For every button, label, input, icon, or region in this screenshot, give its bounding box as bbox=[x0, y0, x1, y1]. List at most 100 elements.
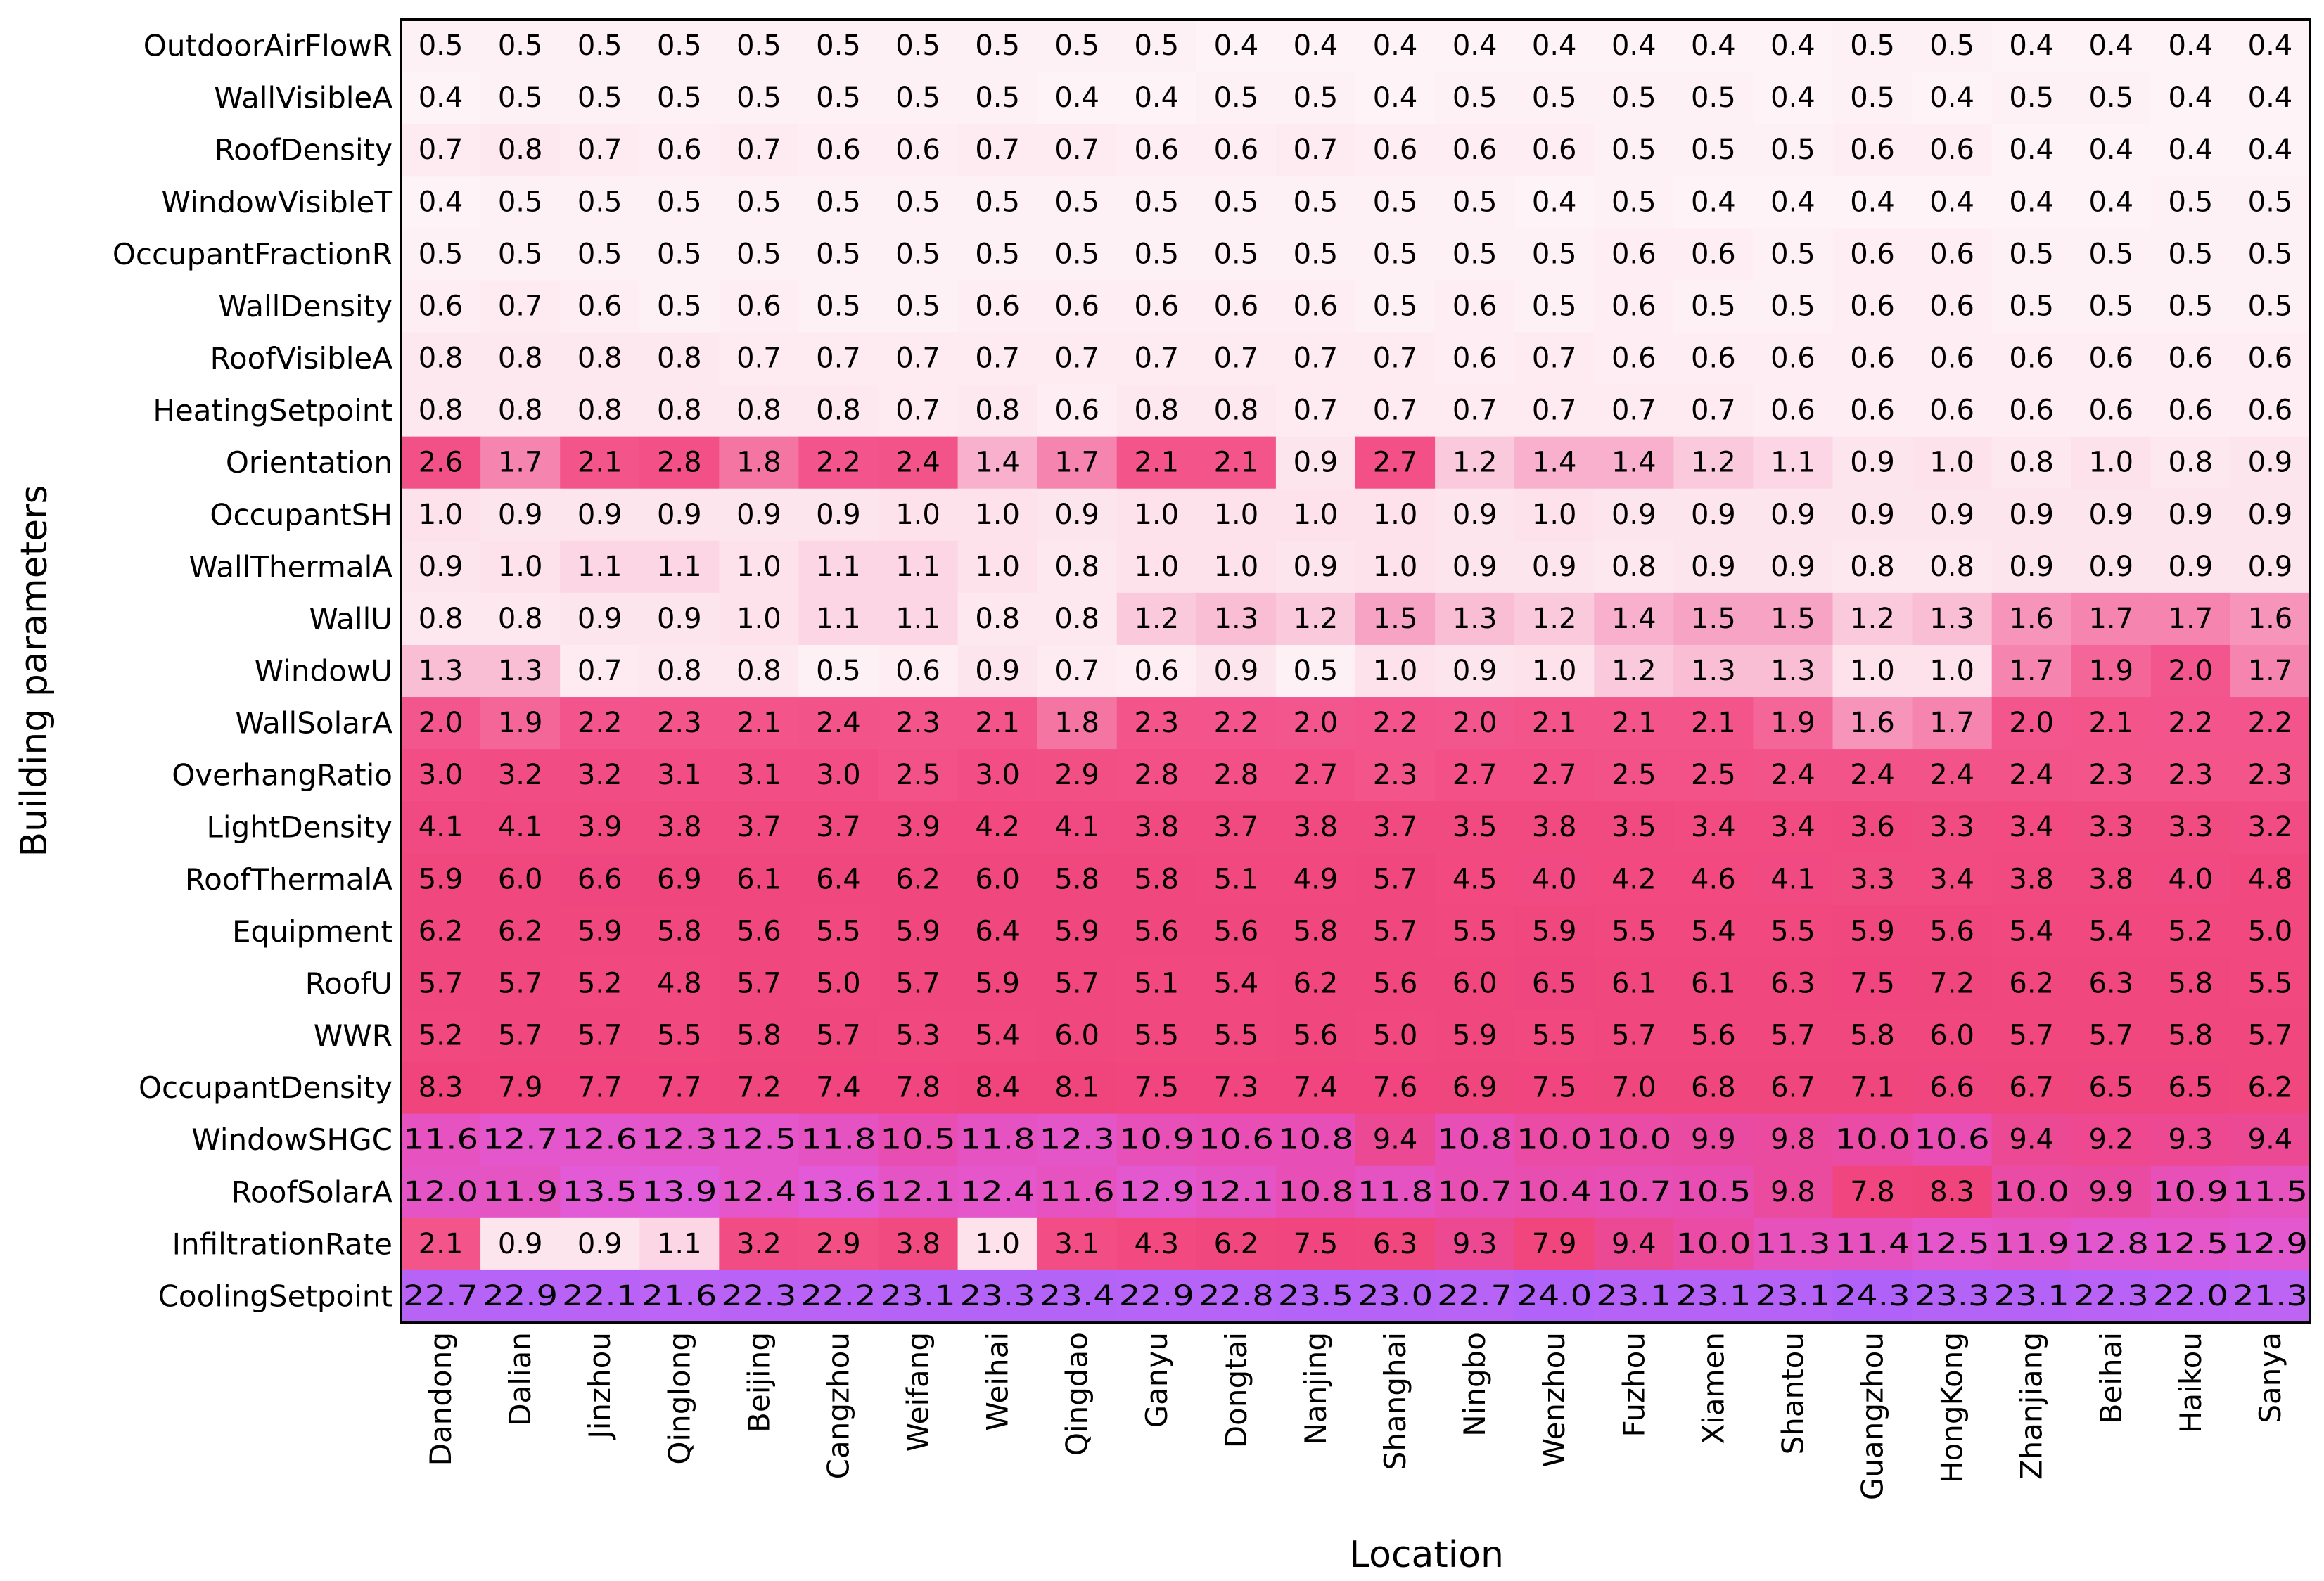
column-label: Haikou bbox=[2173, 1332, 2208, 1433]
cell-value-label: 0.5 bbox=[1452, 238, 1498, 270]
cell-value-label: 1.4 bbox=[1611, 447, 1656, 479]
heatmap-cell bbox=[639, 20, 720, 72]
heatmap-cell bbox=[1594, 124, 1674, 177]
cell-value-label: 2.1 bbox=[2088, 707, 2133, 739]
heatmap-cell bbox=[1275, 1269, 1356, 1323]
cell-value-label: 0.8 bbox=[816, 395, 861, 427]
heatmap-cell bbox=[1673, 801, 1754, 854]
heatmap-cell bbox=[1594, 1165, 1674, 1219]
heatmap-cell bbox=[2230, 1113, 2311, 1167]
heatmap-cell bbox=[1116, 124, 1197, 177]
heatmap-cell bbox=[1673, 592, 1754, 646]
heatmap-cell bbox=[1753, 1269, 1834, 1323]
cell-value-label: 2.3 bbox=[1134, 707, 1179, 739]
heatmap-cell bbox=[1435, 853, 1515, 906]
heatmap-cell bbox=[798, 20, 879, 72]
cell-value-label: 1.2 bbox=[1850, 603, 1895, 635]
cell-value-label: 0.4 bbox=[1611, 30, 1656, 62]
cell-value-label: 5.9 bbox=[895, 915, 940, 947]
cell-value-label: 0.5 bbox=[1691, 290, 1736, 322]
cell-value-label: 0.5 bbox=[2088, 290, 2133, 322]
heatmap-cell bbox=[1832, 853, 1913, 906]
heatmap-cell bbox=[878, 697, 959, 750]
cell-value-label: 0.6 bbox=[816, 134, 861, 166]
cell-value-label: 10.0 bbox=[1596, 1124, 1671, 1156]
cell-value-label: 0.4 bbox=[2248, 134, 2293, 166]
cell-value-label: 0.4 bbox=[2088, 134, 2133, 166]
heatmap-cell bbox=[1355, 332, 1436, 385]
cell-value-label: 1.5 bbox=[1691, 603, 1736, 635]
heatmap-cell bbox=[1037, 332, 1118, 385]
cell-value-label: 5.8 bbox=[736, 1020, 781, 1052]
row-label: OccupantFractionR bbox=[113, 237, 392, 271]
cell-value-label: 0.8 bbox=[1054, 603, 1099, 635]
heatmap-cell bbox=[2230, 749, 2311, 802]
column-label: Dongtai bbox=[1219, 1332, 1253, 1448]
heatmap-cell bbox=[1275, 644, 1356, 698]
heatmap-cell bbox=[1037, 124, 1118, 177]
heatmap-cell bbox=[1912, 1165, 1993, 1219]
cell-value-label: 0.5 bbox=[1214, 186, 1259, 218]
column-label: Beihai bbox=[2094, 1332, 2128, 1423]
heatmap-cell bbox=[798, 1217, 879, 1271]
heatmap-cell bbox=[1912, 853, 1993, 906]
heatmap-cell bbox=[2230, 1217, 2311, 1271]
cell-value-label: 6.6 bbox=[1929, 1072, 1974, 1104]
heatmap-cell bbox=[1037, 905, 1118, 959]
heatmap-cell bbox=[480, 957, 561, 1011]
cell-value-label: 3.6 bbox=[1850, 811, 1895, 843]
cell-value-label: 5.7 bbox=[2248, 1020, 2293, 1052]
heatmap-cell bbox=[639, 228, 720, 281]
cell-value-label: 0.6 bbox=[2169, 343, 2214, 375]
heatmap-cell bbox=[401, 72, 481, 124]
heatmap-cell bbox=[1196, 749, 1277, 802]
cell-value-label: 0.8 bbox=[975, 395, 1020, 427]
cell-value-label: 0.4 bbox=[1929, 186, 1974, 218]
cell-value-label: 0.5 bbox=[736, 238, 781, 270]
cell-value-label: 0.5 bbox=[1054, 238, 1099, 270]
cell-value-label: 0.5 bbox=[2169, 186, 2214, 218]
heatmap-cell bbox=[1673, 853, 1754, 906]
heatmap-cell bbox=[401, 176, 481, 229]
cell-value-label: 1.1 bbox=[816, 603, 861, 635]
cell-value-label: 0.4 bbox=[1770, 82, 1815, 114]
heatmap-cell bbox=[1991, 1217, 2072, 1271]
cell-value-label: 0.5 bbox=[1294, 82, 1339, 114]
heatmap-cell bbox=[401, 488, 481, 542]
heatmap-cell bbox=[1673, 228, 1754, 281]
cell-value-label: 0.5 bbox=[498, 30, 543, 62]
cell-value-label: 5.3 bbox=[895, 1020, 940, 1052]
heatmap-cell bbox=[1991, 228, 2072, 281]
cell-value-label: 0.4 bbox=[1054, 82, 1099, 114]
cell-value-label: 0.7 bbox=[1054, 655, 1099, 687]
cell-value-label: 2.0 bbox=[419, 707, 464, 739]
cell-value-label: 3.8 bbox=[1532, 811, 1577, 843]
cell-value-label: 6.0 bbox=[498, 863, 543, 895]
heatmap-cell bbox=[2071, 1113, 2152, 1167]
cell-value-label: 0.6 bbox=[1850, 290, 1895, 322]
cell-value-label: 6.2 bbox=[419, 915, 464, 947]
cell-value-label: 3.1 bbox=[657, 759, 702, 791]
heatmap-cell bbox=[1196, 384, 1277, 437]
heatmap-cell bbox=[1832, 1165, 1913, 1219]
row-label: WallDensity bbox=[218, 289, 392, 324]
cell-value-label: 0.6 bbox=[975, 290, 1020, 322]
cell-value-label: 0.6 bbox=[2088, 395, 2133, 427]
cell-value-label: 13.5 bbox=[562, 1176, 637, 1208]
heatmap-cell bbox=[1275, 384, 1356, 437]
heatmap-cell bbox=[1037, 228, 1118, 281]
heatmap-cell bbox=[1116, 1009, 1197, 1063]
cell-value-label: 0.7 bbox=[1691, 395, 1736, 427]
cell-value-label: 21.3 bbox=[2233, 1280, 2308, 1312]
heatmap-cell bbox=[2150, 1269, 2231, 1323]
heatmap-cell bbox=[560, 853, 640, 906]
cell-value-label: 6.0 bbox=[975, 863, 1020, 895]
cell-value-label: 0.7 bbox=[736, 134, 781, 166]
heatmap-cell bbox=[1196, 1009, 1277, 1063]
cell-value-label: 6.4 bbox=[975, 915, 1020, 947]
cell-value-label: 8.3 bbox=[419, 1072, 464, 1104]
heatmap-cell bbox=[1912, 1113, 1993, 1167]
cell-value-label: 0.6 bbox=[1452, 343, 1498, 375]
heatmap-cell bbox=[480, 280, 561, 333]
heatmap-cell bbox=[480, 124, 561, 177]
